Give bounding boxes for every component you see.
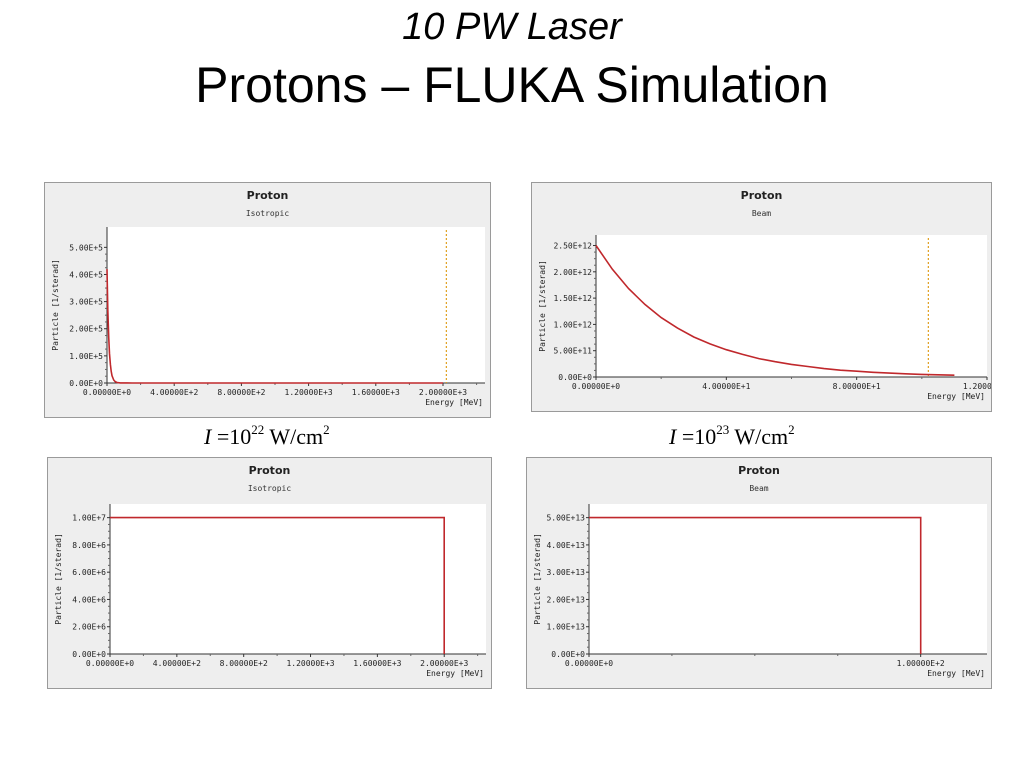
chart-subtitle: Beam [749,484,768,493]
intensity-unit-exponent: 2 [788,422,795,437]
y-tick-label: 0.00E+0 [69,379,103,388]
y-tick-label: 5.00E+5 [69,243,103,252]
chart-panel-beam-flat: Proton Beam 0.00E+0 1.00E+13 2.00E+13 3.00E+1… [526,457,992,689]
series-line [106,269,443,384]
chart-panel-isotropic-flat: Proton Isotropic 0.00E+0 2.00E+6 4.00E+6 6.00… [47,457,492,689]
x-tick-label: 1.20000E+3 [285,388,333,397]
x-tick-label: 1.00000E+2 [897,659,945,668]
intensity-symbol: I [669,424,677,449]
y-tick-label: 0.00E+0 [551,650,585,659]
y-tick-label: 1.00E+13 [546,623,585,632]
y-tick-label: 2.00E+6 [72,623,106,632]
x-axis-label: Energy [MeV] [426,669,484,678]
plot-area [589,504,987,654]
x-tick-label: 1.20000E+3 [286,659,334,668]
plot-area [110,504,486,654]
plot-area [107,227,485,383]
y-tick-label: 3.00E+13 [546,568,585,577]
x-axis-label: Energy [MeV] [927,392,985,401]
y-tick-label: 5.00E+13 [546,514,585,523]
y-tick-label: 0.00E+0 [558,373,592,382]
x-tick-label: 8.00000E+1 [833,382,881,391]
x-tick-label: 8.00000E+2 [217,388,265,397]
y-tick-label: 4.00E+5 [69,270,103,279]
x-tick-label: 0.00000E+0 [83,388,131,397]
y-axis-label: Particle [1/sterad] [54,533,63,625]
y-tick-label: 1.00E+12 [553,320,592,329]
y-tick-label: 1.00E+5 [69,352,103,361]
y-tick-label: 6.00E+6 [72,568,106,577]
intensity-symbol: I [204,424,212,449]
y-tick-label: 5.00E+11 [553,347,592,356]
x-tick-label: 1.60000E+3 [353,659,401,668]
x-tick-label: 4.00000E+2 [150,388,198,397]
y-axis-label: Particle [1/sterad] [51,259,60,351]
y-axis-label: Particle [1/sterad] [533,533,542,625]
y-tick-label: 4.00E+13 [546,541,585,550]
intensity-unit-exponent: 2 [323,422,330,437]
chart-beam-flat: Proton Beam 0.00E+0 1.00E+13 2.00E+13 3.00E+1… [533,464,987,678]
slide-title-line1: 10 PW Laser [402,6,622,48]
chart-title: Proton [249,464,291,477]
y-tick-label: 3.00E+5 [69,298,103,307]
series-line [110,516,446,654]
plot-area [596,235,987,377]
chart-isotropic-flat: Proton Isotropic 0.00E+0 2.00E+6 4.00E+6 6.00… [54,464,486,678]
x-tick-label: 2.00000E+3 [419,388,467,397]
y-tick-label: 2.00E+13 [546,595,585,604]
y-axis-label: Particle [1/sterad] [538,260,547,352]
chart-subtitle: Beam [752,209,771,218]
chart-panel-beam-1e23: Proton Beam 0.00E+0 5.00E+11 1.00E+12 1.50E+1… [531,182,992,412]
intensity-caption-left: I =1022 W/cm2 [204,422,330,450]
intensity-equals: =10 [211,424,252,449]
x-tick-label: 2.00000E+3 [420,659,468,668]
intensity-unit: W/cm [729,424,789,449]
intensity-equals: =10 [676,424,717,449]
x-tick-label: 0.00000E+0 [572,382,620,391]
x-tick-label: 1.60000E+3 [352,388,400,397]
y-tick-label: 1.00E+7 [72,514,106,523]
x-tick-label: 0.00000E+0 [565,659,613,668]
x-tick-label: 8.00000E+2 [220,659,268,668]
slide-title-line2: Protons – FLUKA Simulation [195,57,829,113]
series-line [595,245,955,376]
x-tick-label: 1.20000E+2 [963,382,991,391]
intensity-exponent: 22 [251,422,265,437]
chart-isotropic-1e22: Proton Isotropic 0.00E+0 1.00E+5 2.00E+5 3.00… [51,189,485,407]
y-tick-label: 0.00E+0 [72,650,106,659]
x-tick-label: 0.00000E+0 [86,659,134,668]
chart-beam-1e23: Proton Beam 0.00E+0 5.00E+11 1.00E+12 1.50E+1… [538,189,991,401]
chart-subtitle: Isotropic [246,209,290,218]
chart-title: Proton [738,464,780,477]
y-tick-label: 1.50E+12 [553,294,592,303]
intensity-unit: W/cm [264,424,324,449]
chart-panel-isotropic-1e22: Proton Isotropic 0.00E+0 1.00E+5 2.00E+5 3.00… [44,182,491,418]
intensity-caption-right: I =1023 W/cm2 [669,422,795,450]
x-tick-label: 4.00000E+2 [153,659,201,668]
series-line [589,516,922,654]
y-tick-label: 8.00E+6 [72,541,106,550]
y-tick-label: 2.50E+12 [553,242,592,251]
y-tick-label: 2.00E+5 [69,325,103,334]
intensity-exponent: 23 [716,422,730,437]
x-axis-label: Energy [MeV] [927,669,985,678]
x-tick-label: 4.00000E+1 [702,382,750,391]
chart-title: Proton [247,189,289,202]
chart-title: Proton [741,189,783,202]
y-tick-label: 4.00E+6 [72,595,106,604]
chart-subtitle: Isotropic [248,484,292,493]
x-axis-label: Energy [MeV] [425,398,483,407]
y-tick-label: 2.00E+12 [553,268,592,277]
